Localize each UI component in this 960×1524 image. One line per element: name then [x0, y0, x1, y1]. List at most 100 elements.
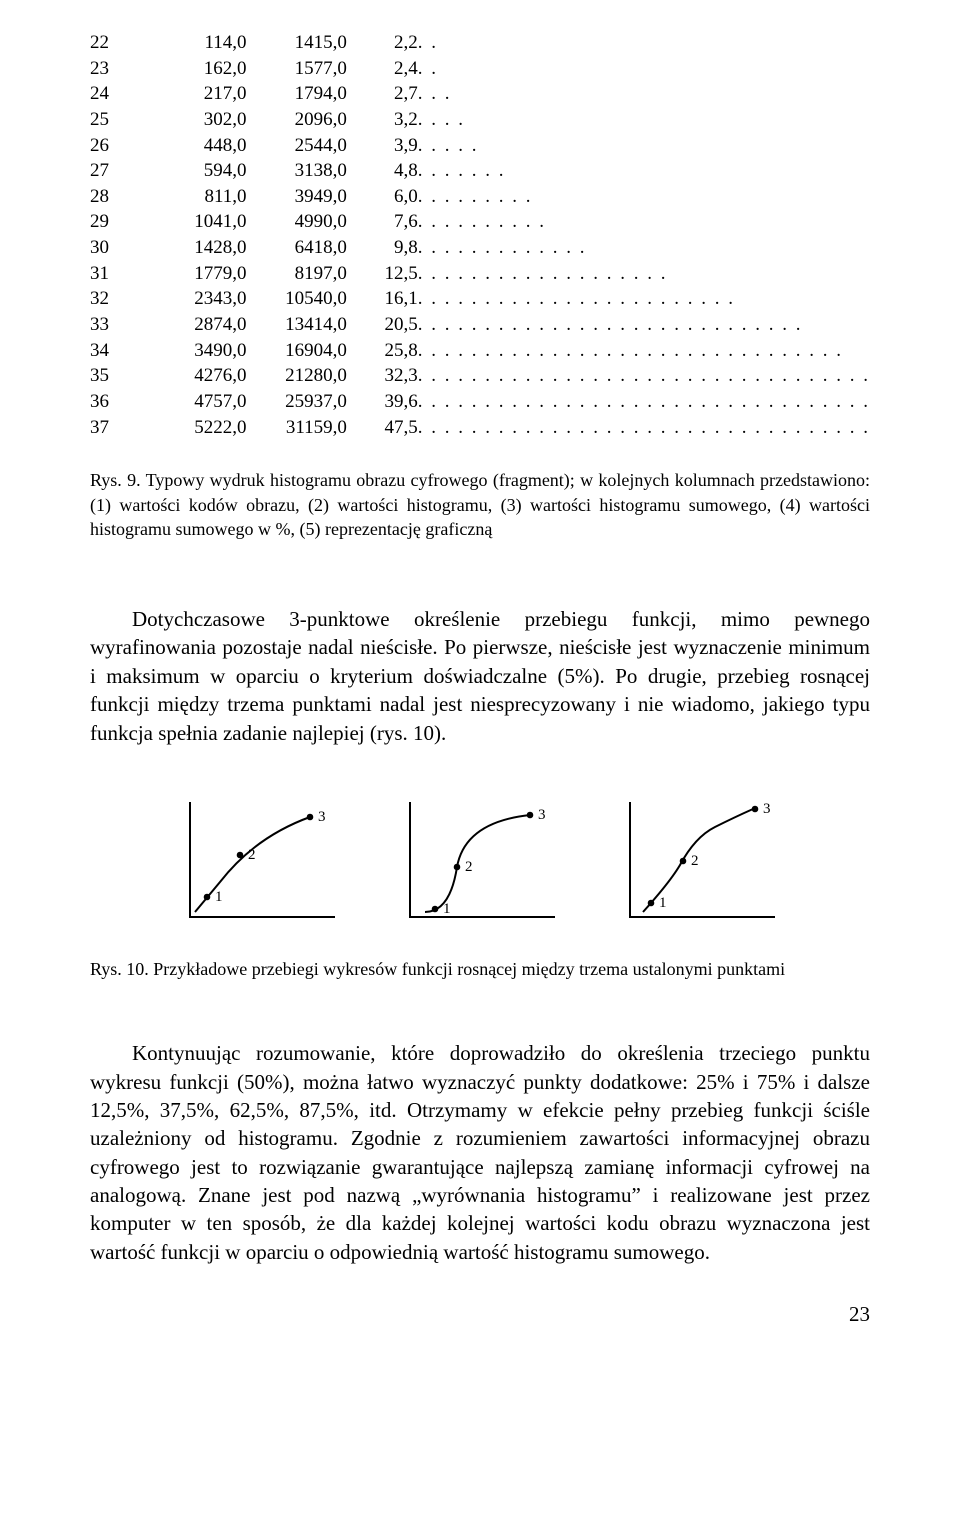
table-cell: . . . . .	[418, 133, 870, 159]
table-cell: 3,2	[347, 107, 418, 133]
svg-text:3: 3	[538, 807, 546, 823]
table-row: 301428,06418,09,8. . . . . . . . . . . .…	[90, 235, 870, 261]
page-number: 23	[90, 1302, 870, 1327]
table-cell: 47,5	[347, 415, 418, 441]
table-cell: 23	[90, 56, 156, 82]
paragraph-text: Dotychczasowe 3-punktowe określenie prze…	[90, 607, 870, 744]
table-cell: 448,0	[156, 133, 247, 159]
table-cell: 31159,0	[247, 415, 347, 441]
table-cell: 6418,0	[247, 235, 347, 261]
table-cell: . . . . . . . . .	[418, 184, 870, 210]
svg-text:2: 2	[691, 853, 699, 869]
table-cell: 22	[90, 30, 156, 56]
table-row: 26448,02544,03,9. . . . .	[90, 133, 870, 159]
table-cell: 27	[90, 158, 156, 184]
table-cell: 39,6	[347, 389, 418, 415]
table-cell: . . . .	[418, 107, 870, 133]
table-cell: 16,1	[347, 286, 418, 312]
body-paragraph-1: Dotychczasowe 3-punktowe określenie prze…	[90, 605, 870, 747]
table-row: 24217,01794,02,7. . .	[90, 81, 870, 107]
curve-panel: 123	[615, 797, 785, 927]
table-cell: 2096,0	[247, 107, 347, 133]
table-row: 291041,04990,07,6. . . . . . . . . .	[90, 209, 870, 235]
curve-panel: 123	[175, 797, 345, 927]
table-cell: 36	[90, 389, 156, 415]
table-row: 25302,02096,03,2. . . .	[90, 107, 870, 133]
table-cell: 3,9	[347, 133, 418, 159]
table-cell: 4,8	[347, 158, 418, 184]
figure-10: 123123123	[90, 797, 870, 927]
table-cell: 13414,0	[247, 312, 347, 338]
table-cell: 1577,0	[247, 56, 347, 82]
table-cell: . . . . . . .	[418, 158, 870, 184]
table-cell: 10540,0	[247, 286, 347, 312]
table-cell: 4276,0	[156, 363, 247, 389]
table-cell: 1041,0	[156, 209, 247, 235]
table-cell: 3949,0	[247, 184, 347, 210]
table-cell: 2874,0	[156, 312, 247, 338]
table-cell: 25,8	[347, 338, 418, 364]
svg-text:2: 2	[248, 847, 256, 863]
table-cell: 25937,0	[247, 389, 347, 415]
table-cell: 2544,0	[247, 133, 347, 159]
table-cell: . .	[418, 30, 870, 56]
table-cell: 20,5	[347, 312, 418, 338]
table-cell: 8197,0	[247, 261, 347, 287]
table-cell: 3138,0	[247, 158, 347, 184]
table-cell: 32,3	[347, 363, 418, 389]
table-row: 343490,016904,025,8. . . . . . . . . . .…	[90, 338, 870, 364]
table-cell: 1415,0	[247, 30, 347, 56]
table-cell: 302,0	[156, 107, 247, 133]
caption-text: Rys. 10. Przykładowe przebiegi wykresów …	[90, 959, 785, 979]
table-cell: 114,0	[156, 30, 247, 56]
table-cell: 12,5	[347, 261, 418, 287]
table-cell: 5222,0	[156, 415, 247, 441]
table-cell: 7,6	[347, 209, 418, 235]
table-cell: 28	[90, 184, 156, 210]
table-cell: 9,8	[347, 235, 418, 261]
table-row: 28811,03949,06,0. . . . . . . . .	[90, 184, 870, 210]
table-cell: 4757,0	[156, 389, 247, 415]
table-cell: 2,2	[347, 30, 418, 56]
caption-text: Rys. 9. Typowy wydruk histogramu obrazu …	[90, 470, 870, 539]
table-cell: 37	[90, 415, 156, 441]
histogram-table: 22114,01415,02,2. .23162,01577,02,4. .24…	[90, 30, 870, 440]
table-row: 322343,010540,016,1. . . . . . . . . . .…	[90, 286, 870, 312]
table-cell: . . . . . . . . . . . . .	[418, 235, 870, 261]
table-cell: 21280,0	[247, 363, 347, 389]
table-cell: 35	[90, 363, 156, 389]
table-cell: . . . . . . . . . . . . . . . . . . . . …	[418, 363, 870, 389]
table-cell: . . . . . . . . . . . . . . . . . . .	[418, 261, 870, 287]
svg-text:3: 3	[763, 801, 771, 817]
table-cell: 811,0	[156, 184, 247, 210]
svg-text:1: 1	[443, 901, 451, 917]
table-cell: 3490,0	[156, 338, 247, 364]
table-cell: 6,0	[347, 184, 418, 210]
table-cell: 4990,0	[247, 209, 347, 235]
svg-text:3: 3	[318, 809, 326, 825]
table-cell: 34	[90, 338, 156, 364]
curve-panel: 1 2 3	[395, 797, 565, 927]
table-cell: . . . . . . . . . . . . . . . . . . . . …	[418, 415, 870, 441]
table-cell: 30	[90, 235, 156, 261]
table-cell: 2343,0	[156, 286, 247, 312]
table-row: 332874,013414,020,5. . . . . . . . . . .…	[90, 312, 870, 338]
figure-10-caption: Rys. 10. Przykładowe przebiegi wykresów …	[90, 957, 870, 981]
table-cell: 1794,0	[247, 81, 347, 107]
table-cell: 26	[90, 133, 156, 159]
table-cell: 31	[90, 261, 156, 287]
table-cell: . . . . . . . . . . . . . . . . . . . . …	[418, 286, 870, 312]
table-cell: 217,0	[156, 81, 247, 107]
paragraph-text: Kontynuując rozumowanie, które doprowadz…	[90, 1041, 870, 1263]
table-cell: . . . . . . . . . . . . . . . . . . . . …	[418, 312, 870, 338]
table-row: 27594,03138,04,8. . . . . . .	[90, 158, 870, 184]
table-cell: 32	[90, 286, 156, 312]
table-cell: 2,7	[347, 81, 418, 107]
table-cell: 1779,0	[156, 261, 247, 287]
table-cell: 25	[90, 107, 156, 133]
svg-text:2: 2	[465, 859, 473, 875]
table-cell: 33	[90, 312, 156, 338]
table-cell: . . . . . . . . . . . . . . . . . . . . …	[418, 389, 870, 415]
table-cell: 162,0	[156, 56, 247, 82]
table-cell: . . . . . . . . . .	[418, 209, 870, 235]
